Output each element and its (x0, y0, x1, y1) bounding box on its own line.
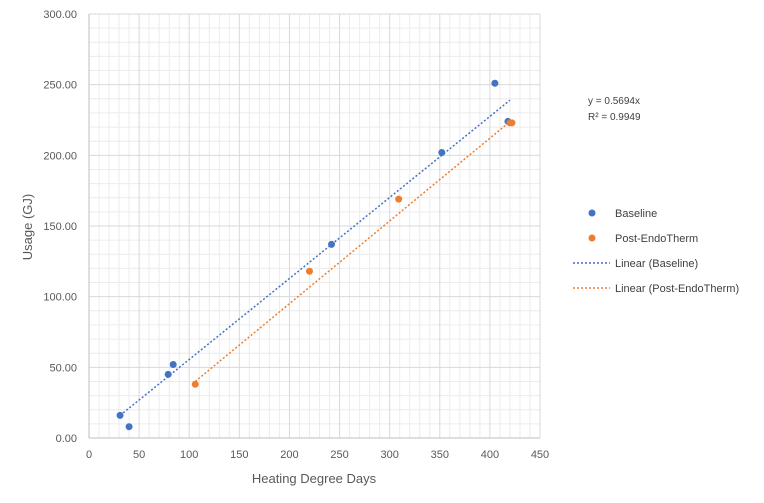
y-tick-label: 250.00 (43, 80, 77, 92)
data-point-baseline (169, 361, 177, 369)
data-points (116, 79, 516, 431)
data-point-post-endotherm (191, 380, 199, 388)
trendline-equation: y = 0.5694x (588, 96, 640, 107)
legend: Baseline Post-EndoTherm Linear (Baseline… (573, 208, 739, 295)
y-tick-labels: 0.00 50.00 100.00 150.00 200.00 250.00 300.00 (43, 9, 77, 445)
legend-marker-baseline (588, 209, 596, 217)
y-tick-label: 200.00 (43, 150, 77, 162)
data-point-baseline (164, 370, 172, 378)
x-tick-label: 400 (481, 449, 499, 461)
x-tick-label: 50 (133, 449, 145, 461)
data-point-baseline (438, 149, 446, 157)
x-tick-label: 0 (86, 449, 92, 461)
x-tick-label: 450 (531, 449, 549, 461)
data-point-post-endotherm (508, 119, 516, 127)
y-tick-label: 300.00 (43, 9, 77, 21)
x-tick-labels: 0 50 100 150 200 250 300 350 400 450 (86, 449, 549, 461)
y-axis-title: Usage (GJ) (20, 194, 35, 260)
legend-item-post-endotherm: Post-EndoTherm (588, 233, 698, 245)
y-tick-label: 100.00 (43, 292, 77, 304)
legend-label-linear-post-endotherm: Linear (Post-EndoTherm) (615, 283, 739, 295)
trendline-r-squared: R² = 0.9949 (588, 112, 641, 123)
x-tick-label: 150 (230, 449, 248, 461)
legend-item-baseline: Baseline (588, 208, 657, 220)
y-tick-label: 150.00 (43, 221, 77, 233)
legend-label-baseline: Baseline (615, 208, 657, 220)
x-tick-label: 350 (431, 449, 449, 461)
data-point-post-endotherm (395, 195, 403, 203)
y-tick-label: 0.00 (56, 433, 77, 445)
legend-label-post-endotherm: Post-EndoTherm (615, 233, 698, 245)
data-point-baseline (125, 423, 133, 431)
data-point-baseline (116, 411, 124, 419)
data-point-baseline (328, 240, 336, 248)
x-tick-label: 200 (280, 449, 298, 461)
x-tick-label: 250 (330, 449, 348, 461)
legend-marker-post-endotherm (588, 234, 596, 242)
x-tick-label: 100 (180, 449, 198, 461)
y-tick-label: 50.00 (49, 362, 77, 374)
x-tick-label: 300 (380, 449, 398, 461)
x-axis-title: Heating Degree Days (252, 471, 377, 486)
trendline-post-endotherm (194, 119, 513, 383)
legend-item-linear-post-endotherm: Linear (Post-EndoTherm) (573, 283, 739, 295)
legend-item-linear-baseline: Linear (Baseline) (573, 258, 698, 270)
data-point-post-endotherm (305, 267, 313, 275)
data-point-baseline (491, 79, 499, 87)
legend-label-linear-baseline: Linear (Baseline) (615, 258, 698, 270)
axes (88, 14, 540, 439)
